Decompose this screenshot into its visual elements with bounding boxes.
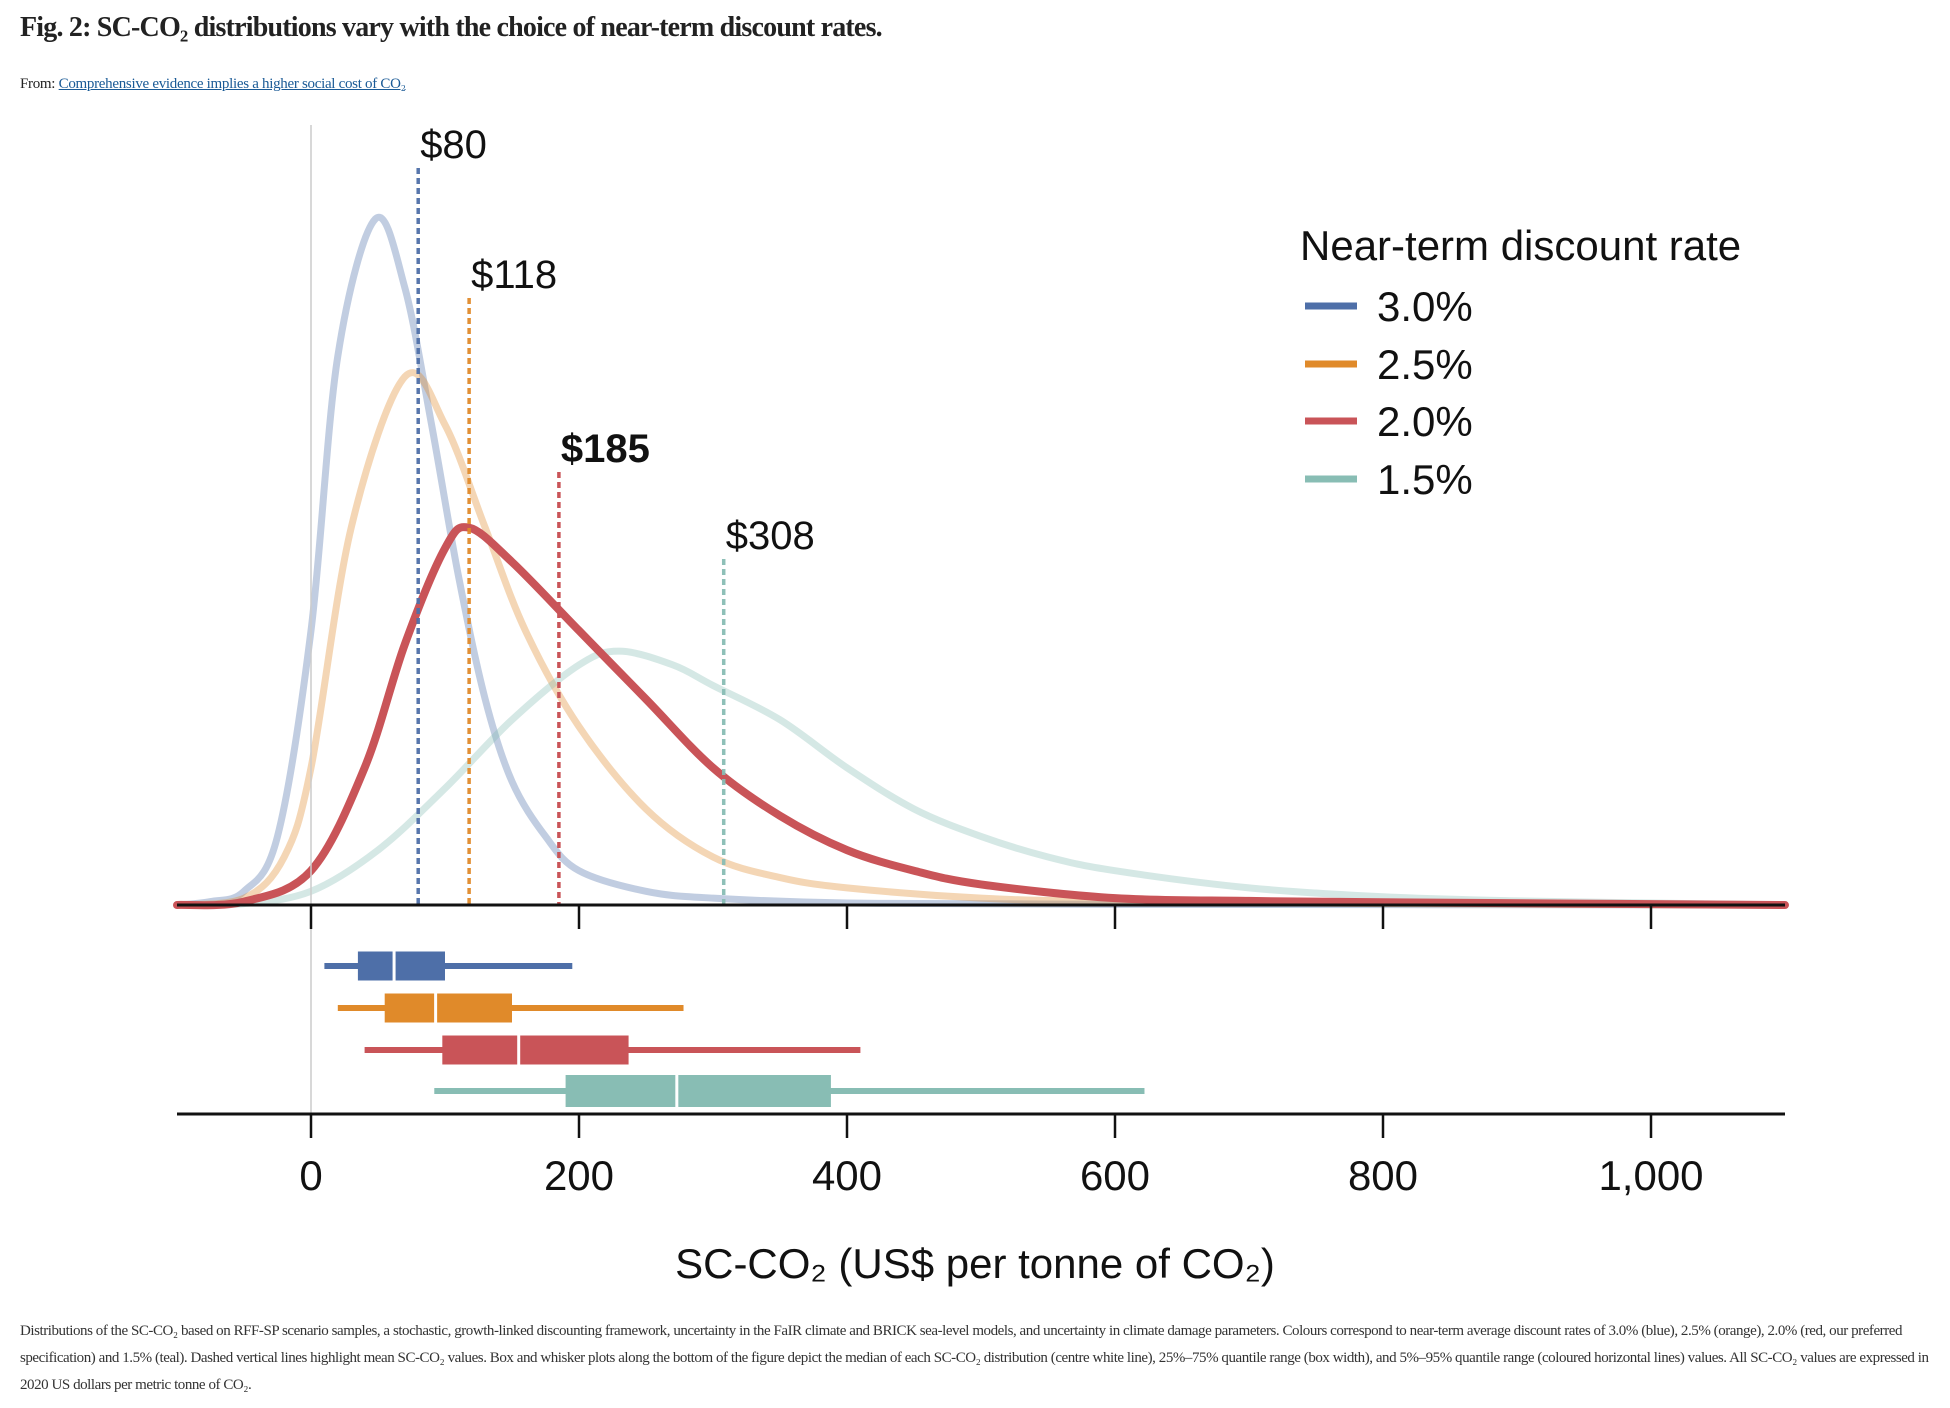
figure-caption: Distributions of the SC-CO₂ based on RFF… — [20, 1323, 1929, 1393]
density-curve-2.0% — [173, 523, 1789, 910]
axes: 0 200 400 600 800 1,000 — [177, 125, 1785, 1199]
figure-source: From: Comprehensive evidence implies a h… — [20, 76, 406, 93]
legend-label-2.0%: 2.0% — [1377, 398, 1473, 445]
mean-label-2.0%: $185 — [561, 427, 650, 471]
figure-title: Fig. 2: SC-CO₂ distributions vary with t… — [20, 12, 883, 43]
density-curves — [173, 213, 1789, 910]
x-tick-label: 1,000 — [1598, 1152, 1703, 1199]
legend-label-3.0%: 3.0% — [1377, 283, 1473, 330]
legend-label-2.5%: 2.5% — [1377, 341, 1473, 388]
x-tick-label: 0 — [299, 1152, 322, 1199]
box-plots — [324, 951, 1145, 1107]
x-tick-label: 800 — [1348, 1152, 1418, 1199]
box-2.5% — [384, 993, 512, 1023]
from-label: From: — [20, 76, 56, 92]
legend: 3.0% 2.5% 2.0% 1.5% Near-term discount rate — [1300, 222, 1741, 503]
x-tick-label: 400 — [812, 1152, 882, 1199]
density-curve-3.0% — [173, 213, 1789, 909]
x-tick-label: 600 — [1080, 1152, 1150, 1199]
x-axis-label: SC-CO₂ (US$ per tonne of CO₂) — [675, 1240, 1275, 1287]
box-2.0% — [442, 1035, 629, 1065]
legend-label-1.5%: 1.5% — [1377, 456, 1473, 503]
box-1.5% — [565, 1075, 831, 1107]
x-tick-label: 200 — [544, 1152, 614, 1199]
density-curve-1.5% — [173, 647, 1789, 909]
legend-title: Near-term discount rate — [1300, 222, 1741, 269]
mean-lines: $80 $118 $185 $308 — [416, 123, 815, 905]
mean-label-3.0%: $80 — [420, 123, 487, 167]
mean-label-1.5%: $308 — [726, 514, 815, 558]
source-article-link[interactable]: Comprehensive evidence implies a higher … — [58, 76, 406, 92]
box-3.0% — [357, 951, 445, 981]
mean-label-2.5%: $118 — [471, 253, 557, 297]
density-chart: $80 $118 $185 $308 0 200 400 600 800 1,000 3.0% 2… — [173, 123, 1789, 1287]
